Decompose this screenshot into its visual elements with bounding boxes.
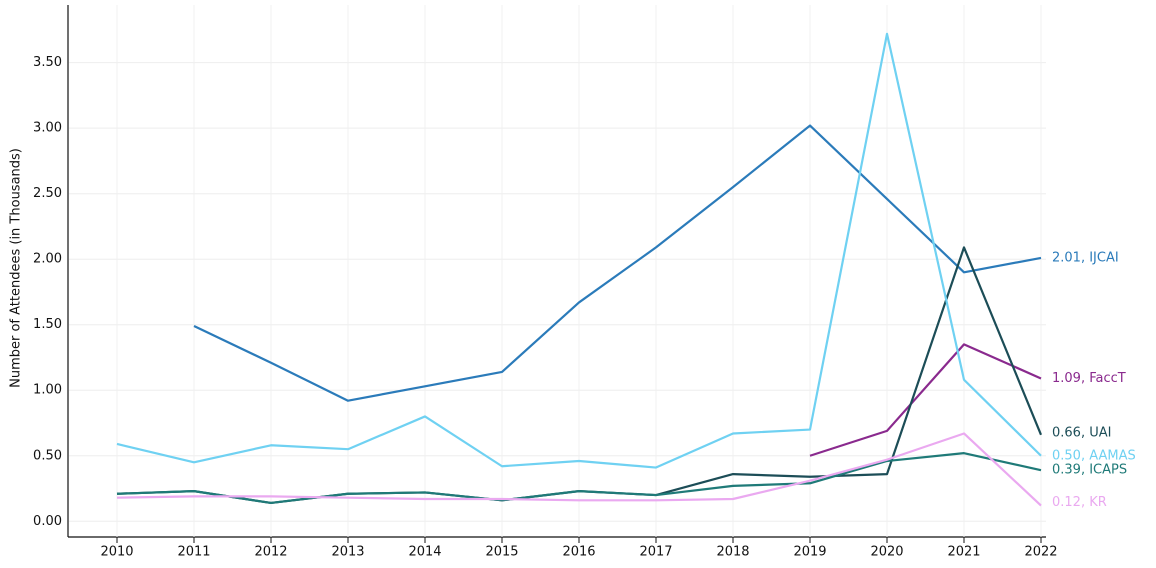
end-label: 0.66, UAI [1052,425,1111,440]
series-line [116,452,1042,505]
x-tick-label: 2011 [177,545,210,560]
x-tick-label: 2012 [254,545,287,560]
y-tick-label: 3.50 [33,55,62,70]
y-axis-label: Number of Attendees (in Thousands) [9,148,24,388]
end-label: 0.50, AAMAS [1052,448,1136,463]
y-tick-label: 3.00 [33,121,62,136]
series-line [193,124,1042,402]
y-tick-label: 1.00 [33,383,62,398]
end-label: 2.01, IJCAI [1052,250,1119,265]
x-tick-label: 2022 [1024,545,1057,560]
y-tick-label: 1.50 [33,317,62,332]
x-tick-label: 2018 [716,545,749,560]
y-tick-label: 0.00 [33,514,62,529]
x-tick-label: 2019 [793,545,826,560]
y-tick-label: 2.50 [33,186,62,201]
end-label: 0.39, ICAPS [1052,463,1127,478]
x-tick-label: 2021 [947,545,980,560]
x-tick-label: 2014 [408,545,441,560]
series-line [809,343,1042,457]
x-tick-label: 2015 [485,545,518,560]
y-tick-label: 0.50 [33,448,62,463]
series-line [116,32,1042,469]
x-tick-label: 2016 [562,545,595,560]
x-tick-label: 2010 [100,545,133,560]
end-label: 1.09, FaccT [1052,371,1126,386]
x-tick-label: 2020 [870,545,903,560]
x-tick-label: 2013 [331,545,364,560]
end-label: 0.12, KR [1052,495,1107,510]
y-tick-label: 2.00 [33,252,62,267]
x-tick-label: 2017 [639,545,672,560]
series-line [116,432,1042,507]
